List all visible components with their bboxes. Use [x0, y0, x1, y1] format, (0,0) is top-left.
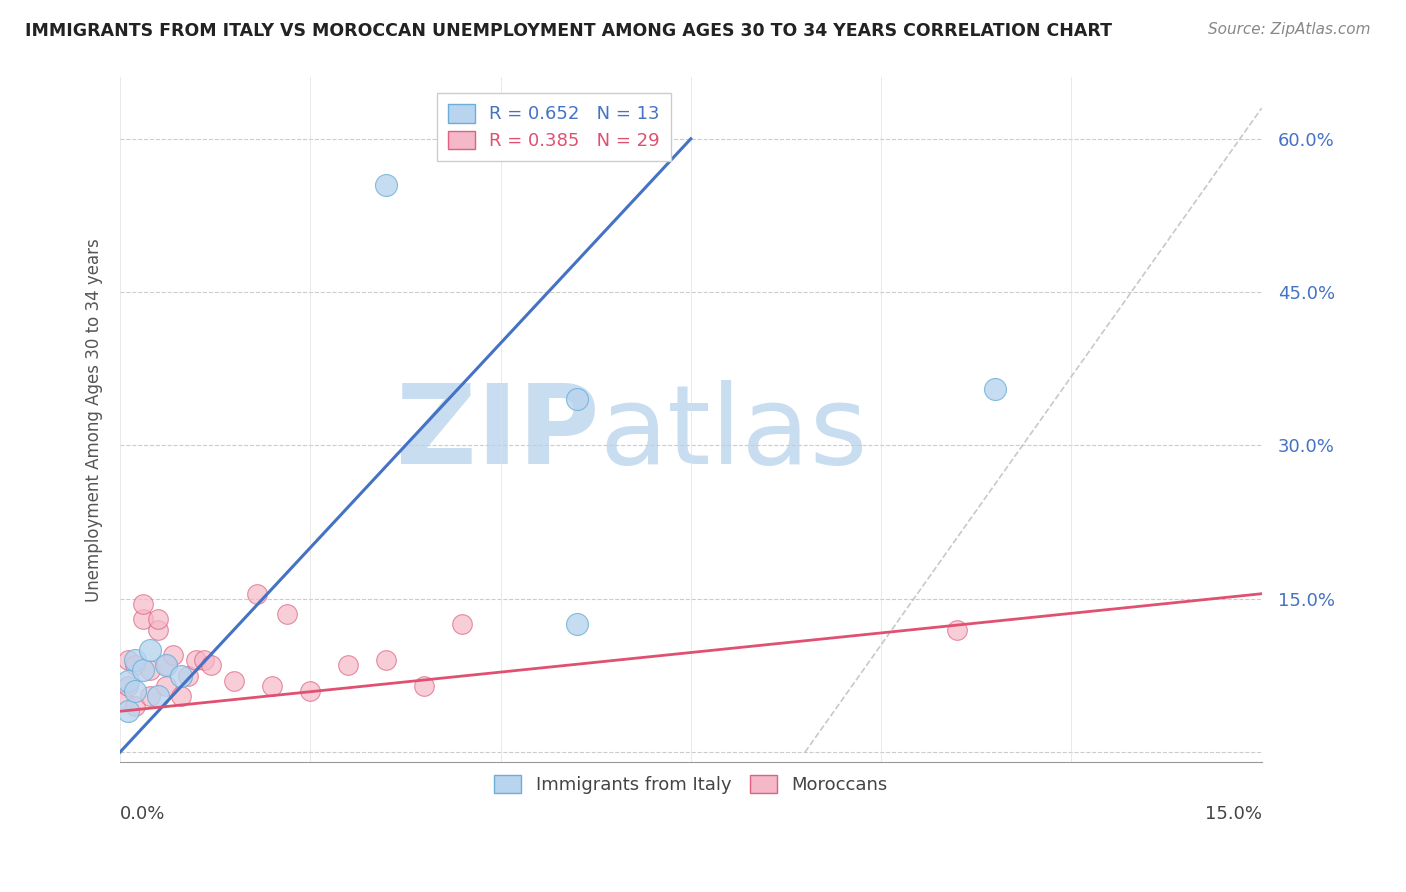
Point	[162, 648, 184, 662]
Point	[117, 673, 139, 688]
Legend: Immigrants from Italy, Moroccans: Immigrants from Italy, Moroccans	[486, 767, 894, 801]
Point	[132, 612, 155, 626]
Point	[246, 587, 269, 601]
Point	[565, 617, 588, 632]
Point	[299, 684, 322, 698]
Point	[155, 658, 177, 673]
Point	[262, 679, 284, 693]
Text: atlas: atlas	[599, 380, 868, 487]
Point	[276, 607, 298, 622]
Point	[146, 623, 169, 637]
Point	[946, 623, 969, 637]
Point	[139, 643, 162, 657]
Point	[177, 668, 200, 682]
Point	[375, 653, 398, 667]
Point	[170, 668, 193, 682]
Point	[146, 612, 169, 626]
Point	[451, 617, 474, 632]
Text: IMMIGRANTS FROM ITALY VS MOROCCAN UNEMPLOYMENT AMONG AGES 30 TO 34 YEARS CORRELA: IMMIGRANTS FROM ITALY VS MOROCCAN UNEMPL…	[25, 22, 1112, 40]
Point	[224, 673, 246, 688]
Text: 0.0%: 0.0%	[120, 805, 166, 823]
Point	[193, 653, 215, 667]
Text: Source: ZipAtlas.com: Source: ZipAtlas.com	[1208, 22, 1371, 37]
Point	[155, 658, 177, 673]
Point	[170, 689, 193, 703]
Text: 15.0%: 15.0%	[1205, 805, 1261, 823]
Point	[117, 653, 139, 667]
Point	[155, 679, 177, 693]
Point	[413, 679, 436, 693]
Point	[200, 658, 222, 673]
Point	[375, 178, 398, 192]
Point	[112, 694, 135, 708]
Point	[337, 658, 360, 673]
Point	[117, 679, 139, 693]
Point	[124, 684, 146, 698]
Point	[146, 689, 169, 703]
Point	[132, 664, 155, 678]
Point	[184, 653, 207, 667]
Point	[124, 699, 146, 714]
Text: ZIP: ZIP	[396, 380, 599, 487]
Point	[984, 382, 1007, 396]
Point	[132, 597, 155, 611]
Point	[565, 392, 588, 407]
Point	[124, 658, 146, 673]
Point	[139, 664, 162, 678]
Point	[139, 689, 162, 703]
Point	[124, 653, 146, 667]
Point	[117, 704, 139, 718]
Y-axis label: Unemployment Among Ages 30 to 34 years: Unemployment Among Ages 30 to 34 years	[86, 238, 103, 602]
